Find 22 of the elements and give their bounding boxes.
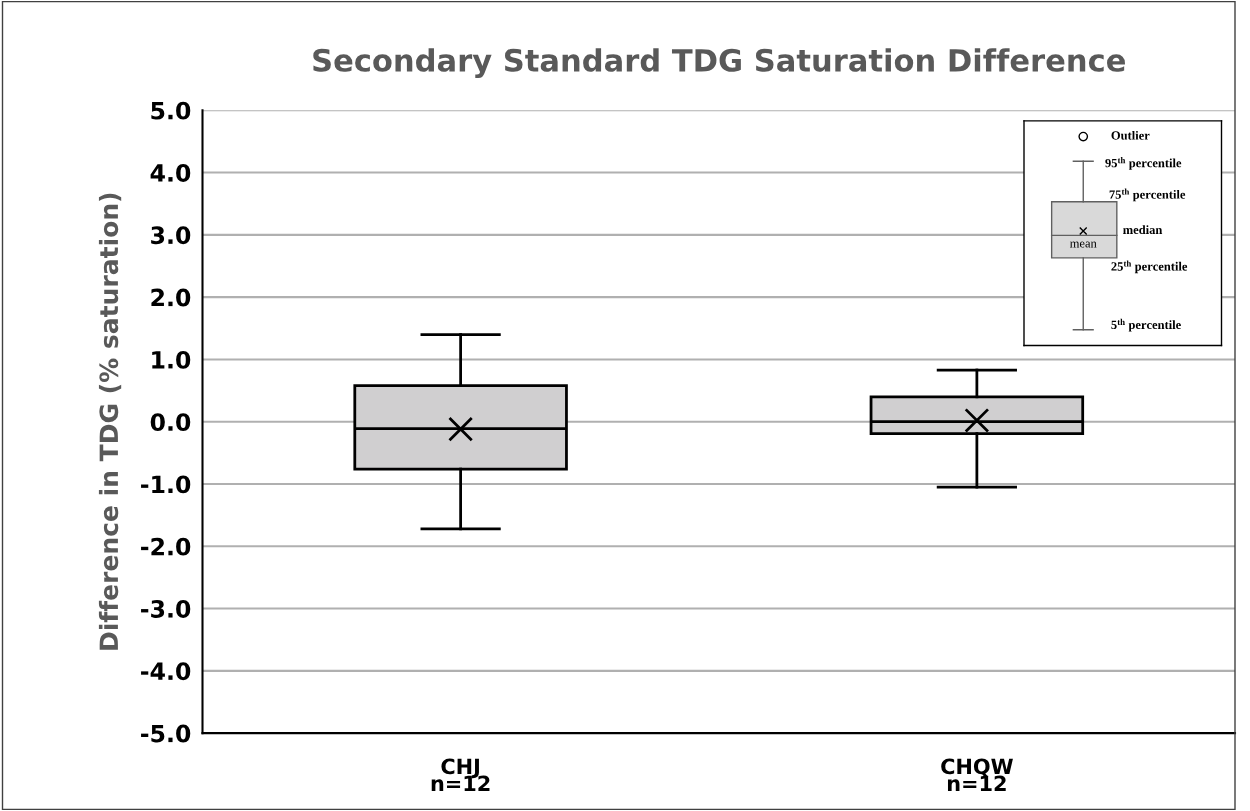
y-tick-label: -4.0 — [141, 662, 191, 681]
y-tick-label: 3.0 — [151, 226, 191, 245]
chart-title: Secondary Standard TDG Saturation Difference — [313, 48, 1125, 78]
annotation: 75$^{th}$ percentile — [1109, 188, 1186, 202]
y-tick-label: 2.0 — [151, 288, 191, 307]
y-tick-label: 5.0 — [151, 101, 191, 120]
annotation: 25$^{th}$ percentile — [1111, 260, 1188, 274]
x-tick-label: CHJ n=12 — [431, 758, 490, 791]
annotation: Outlier — [1111, 130, 1150, 140]
y-tick-label: 4.0 — [150, 164, 191, 182]
y-tick-label: 0.0 — [150, 413, 191, 432]
y-tick-label: -3.0 — [141, 600, 191, 618]
y-tick-label: -2.0 — [141, 537, 191, 556]
y-tick-label: -1.0 — [141, 475, 191, 494]
x-tick-label: CHQW n=12 — [941, 758, 1013, 791]
annotation: 95$^{th}$ percentile — [1105, 157, 1182, 170]
annotation: 5$^{th}$ percentile — [1111, 318, 1181, 332]
y-axis-title: Difference in TDG (% saturation) — [98, 193, 122, 650]
y-tick-label: 1.0 — [152, 350, 191, 369]
y-tick-label: -5.0 — [141, 724, 191, 743]
annotation: median — [1123, 225, 1163, 235]
annotation: mean — [1069, 241, 1097, 248]
